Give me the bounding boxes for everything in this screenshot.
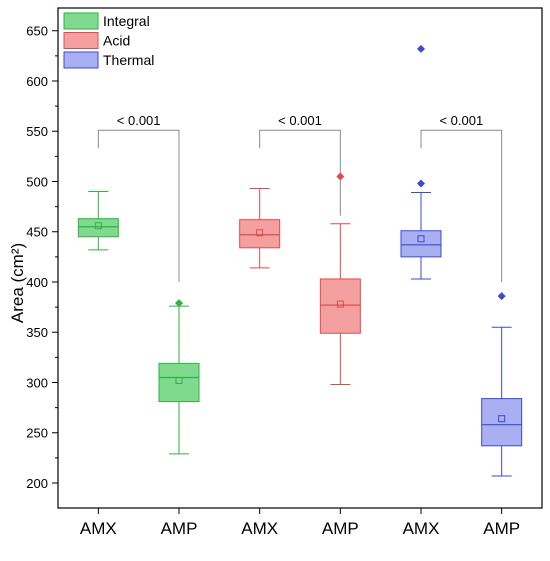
outlier-point bbox=[417, 44, 425, 53]
mean-marker bbox=[94, 222, 102, 230]
p-value-label: < 0.001 bbox=[439, 113, 483, 128]
legend-swatch-thermal bbox=[63, 51, 99, 69]
y-axis-label: Area (cm²) bbox=[8, 243, 27, 323]
axes: 200 250 300 350 400 450 500 550 600 650 AMX AMP AMX A… bbox=[26, 7, 543, 538]
mean-marker bbox=[175, 376, 183, 384]
mean-marker bbox=[256, 229, 264, 237]
y-tick-label: 200 bbox=[26, 476, 48, 491]
y-tick-label: 650 bbox=[26, 24, 48, 39]
y-tick-label: 350 bbox=[26, 325, 48, 340]
iqr-box bbox=[400, 230, 442, 258]
outlier-point bbox=[336, 172, 345, 181]
legend-label-thermal: Thermal bbox=[103, 52, 154, 68]
box-integral-amp bbox=[158, 299, 200, 455]
box-integral-amx bbox=[77, 191, 119, 251]
plot-frame bbox=[57, 7, 543, 509]
legend: Integral Acid Thermal bbox=[63, 12, 154, 69]
legend-label-integral: Integral bbox=[103, 13, 150, 29]
significance-bracket: < 0.001 bbox=[97, 113, 180, 282]
outlier-point bbox=[417, 179, 425, 188]
x-tick-label: AMX bbox=[80, 519, 117, 538]
significance-annotations: < 0.001 < 0.001 < 0.001 bbox=[97, 113, 503, 282]
legend-swatch-integral bbox=[63, 12, 99, 30]
y-tick-label: 450 bbox=[26, 225, 48, 240]
mean-marker bbox=[336, 300, 344, 308]
y-tick-label: 500 bbox=[26, 174, 48, 189]
x-tick-label: AMP bbox=[483, 519, 520, 538]
y-tick-label: 250 bbox=[26, 426, 48, 441]
x-tick-label: AMP bbox=[161, 519, 198, 538]
iqr-box bbox=[239, 219, 281, 249]
outlier-point bbox=[175, 299, 183, 308]
box-series bbox=[77, 44, 523, 477]
iqr-box bbox=[158, 362, 200, 403]
box-acid-amp bbox=[319, 172, 361, 386]
x-tick-label: AMX bbox=[241, 519, 278, 538]
bracket-line bbox=[97, 129, 180, 282]
box-acid-amx bbox=[239, 188, 281, 269]
y-tick-label: 600 bbox=[26, 74, 48, 89]
iqr-box bbox=[319, 278, 361, 334]
mean-marker bbox=[498, 415, 506, 423]
box-thermal-amx bbox=[400, 44, 442, 280]
p-value-label: < 0.001 bbox=[278, 113, 322, 128]
x-tick-label: AMX bbox=[403, 519, 440, 538]
outlier-point bbox=[497, 292, 506, 301]
iqr-box bbox=[77, 218, 119, 238]
x-tick-label: AMP bbox=[322, 519, 359, 538]
significance-bracket: < 0.001 bbox=[420, 113, 503, 282]
bracket-line bbox=[420, 129, 503, 282]
box-thermal-amp bbox=[481, 292, 523, 477]
legend-label-acid: Acid bbox=[103, 33, 130, 49]
iqr-box bbox=[481, 398, 523, 447]
y-tick-label: 550 bbox=[26, 124, 48, 139]
legend-swatch-acid bbox=[63, 32, 99, 49]
y-tick-label: 400 bbox=[26, 275, 48, 290]
y-tick-label: 300 bbox=[26, 375, 48, 390]
mean-marker bbox=[417, 235, 425, 243]
p-value-label: < 0.001 bbox=[117, 113, 161, 128]
